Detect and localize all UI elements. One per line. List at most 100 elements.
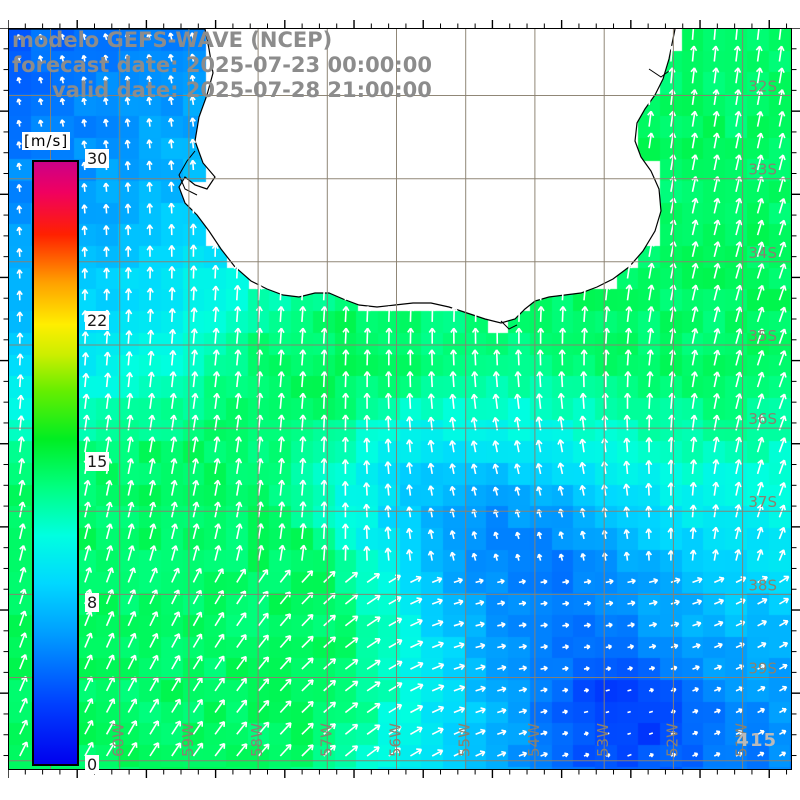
wind-arrow (713, 306, 721, 323)
wind-arrow (168, 308, 176, 322)
wind-arrow (428, 371, 436, 388)
colorbar-units-label: [m/s] (22, 132, 71, 150)
wind-arrow (299, 544, 307, 561)
wind-arrow (168, 32, 174, 40)
wind-arrow (514, 349, 523, 366)
wind-arrow (690, 89, 698, 106)
wind-arrow (471, 327, 480, 344)
wind-arrow (645, 460, 653, 474)
wind-arrow (427, 529, 435, 540)
wind-arrow (189, 117, 196, 127)
wind-arrow (299, 392, 307, 409)
lon-label: 57W (317, 723, 335, 757)
wind-arrow (779, 641, 789, 649)
wind-arrow (124, 97, 131, 106)
wind-arrow (735, 154, 742, 171)
wind-arrow (734, 481, 742, 496)
map-plot-area: 61W60W59W58W57W56W55W54W53W52W51W32S33S3… (8, 28, 792, 770)
wind-arrow (168, 181, 175, 192)
wind-arrow (323, 679, 337, 692)
wind-arrow (777, 67, 785, 84)
wind-arrow (167, 53, 174, 62)
wind-arrow (475, 664, 486, 671)
wind-arrow (124, 245, 132, 257)
wind-arrow (670, 599, 680, 606)
wind-arrow (342, 327, 350, 344)
wind-arrow (713, 576, 725, 584)
wind-arrow (689, 481, 697, 496)
wind-arrow (105, 501, 113, 518)
wind-arrow (453, 577, 464, 584)
wind-arrow (714, 664, 723, 671)
lat-label: 37S (748, 493, 777, 511)
lon-label: 54W (525, 723, 543, 757)
wind-arrow (559, 306, 567, 322)
wind-arrow (712, 110, 720, 127)
wind-arrow (320, 436, 328, 453)
wind-arrow (691, 262, 699, 279)
wind-arrow (713, 598, 725, 605)
wind-arrow (277, 349, 285, 366)
wind-arrow (778, 350, 787, 366)
wind-arrow (212, 349, 220, 366)
wind-arrow (125, 351, 133, 366)
wind-arrow (778, 549, 786, 561)
wind-arrow (410, 640, 424, 649)
wind-arrow (625, 262, 633, 279)
wind-arrow (428, 306, 436, 322)
wind-arrow (518, 643, 527, 650)
wind-arrow (713, 284, 721, 301)
wind-arrow (558, 553, 565, 561)
wind-arrow (449, 551, 456, 561)
colorbar-tick-8: 8 (85, 593, 100, 613)
wind-arrow (712, 549, 719, 561)
wind-arrow (410, 683, 424, 692)
wind-arrow (450, 306, 458, 322)
wind-arrow (450, 327, 458, 344)
wind-arrow (235, 501, 243, 518)
wind-arrow (59, 54, 66, 62)
wind-arrow (105, 479, 113, 496)
wind-arrow (536, 371, 544, 388)
wind-arrow (756, 284, 765, 301)
wind-arrow (778, 197, 787, 214)
wind-arrow (344, 680, 359, 692)
wind-arrow (277, 306, 285, 322)
wind-arrow (257, 568, 269, 583)
wind-arrow (449, 371, 457, 388)
wind-arrow (37, 98, 44, 106)
wind-arrow (385, 327, 393, 344)
wind-arrow (756, 306, 765, 323)
wind-arrow (605, 600, 614, 607)
wind-arrow (691, 284, 699, 301)
wind-arrow (557, 392, 565, 409)
wind-arrow (146, 287, 154, 301)
wind-arrow (605, 644, 613, 650)
wind-arrow (691, 219, 699, 236)
wind-arrow (233, 264, 241, 279)
wind-arrow (735, 262, 743, 279)
wind-arrow (471, 371, 479, 388)
wind-arrow (689, 527, 697, 539)
wind-arrow (299, 501, 307, 518)
wind-arrow (366, 616, 381, 627)
wind-arrow (147, 329, 155, 344)
wind-arrow (192, 545, 200, 561)
wind-arrow (431, 576, 443, 584)
wind-arrow (37, 119, 44, 127)
colorbar-tick-15: 15 (85, 452, 110, 471)
wind-arrow (344, 637, 359, 649)
wind-arrow (713, 371, 721, 388)
wind-arrow (235, 479, 243, 496)
wind-arrow (535, 393, 543, 409)
wind-arrow (405, 549, 413, 561)
wind-arrow (756, 328, 765, 344)
wind-arrow (167, 160, 175, 171)
wind-arrow (755, 67, 764, 84)
wind-arrow (257, 656, 270, 670)
wind-arrow (214, 655, 225, 670)
wind-arrow (712, 89, 720, 106)
wind-arrow (427, 550, 435, 561)
wind-arrow (191, 371, 199, 388)
wind-arrow (562, 600, 570, 607)
